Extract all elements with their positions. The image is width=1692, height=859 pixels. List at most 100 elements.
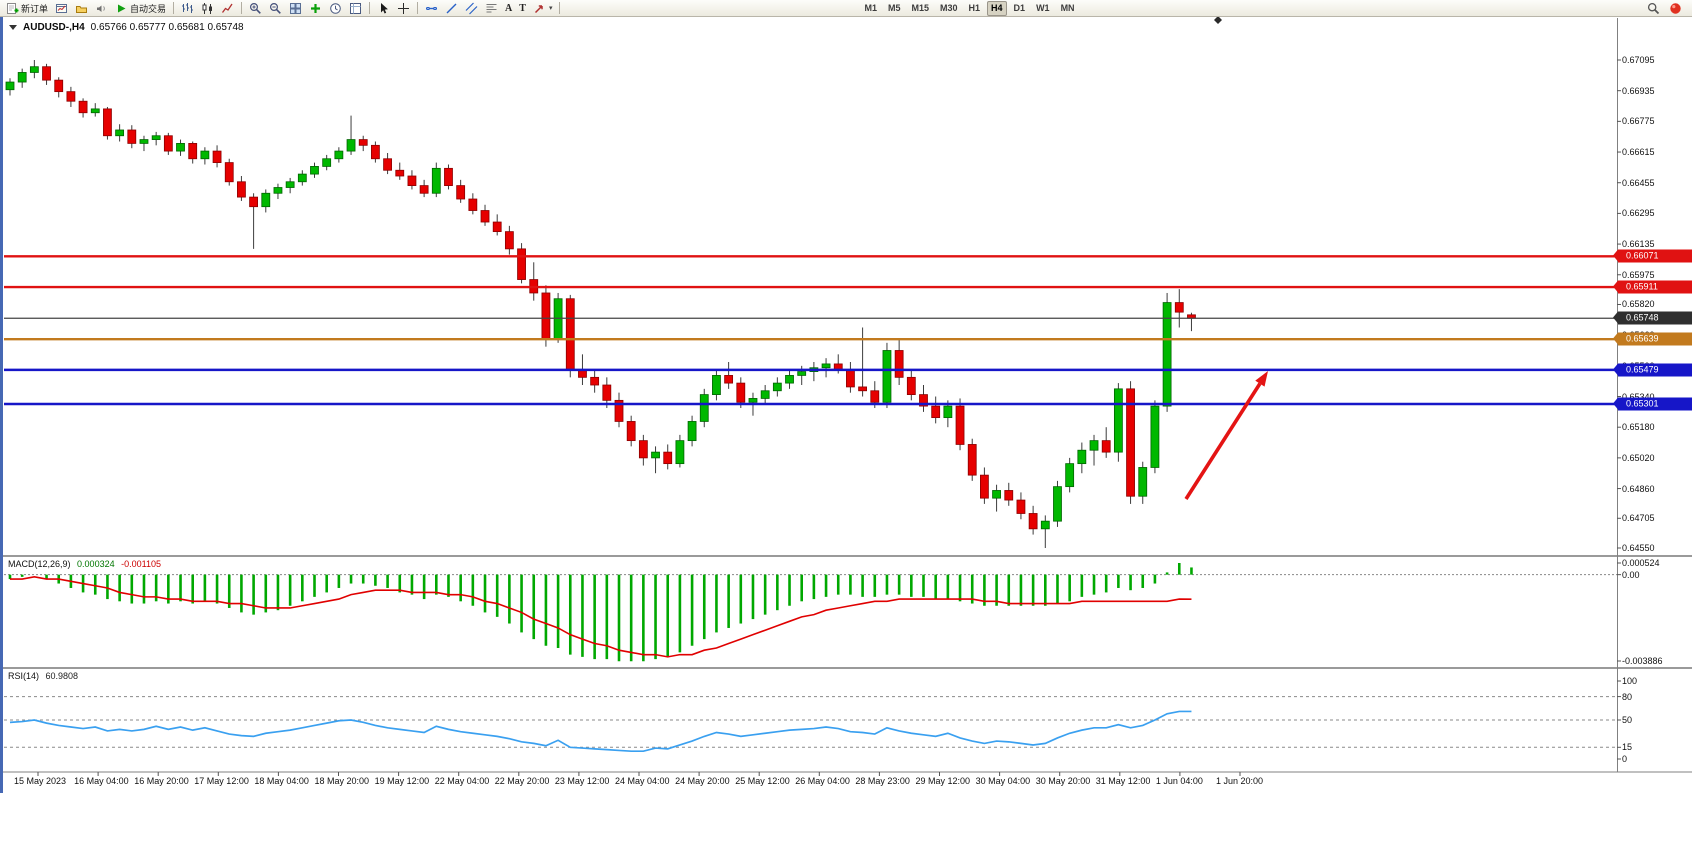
price-axis-label: 0.65820 <box>1622 299 1655 310</box>
price-axis-label: 0.65020 <box>1622 452 1655 463</box>
timeframe-h4[interactable]: H4 <box>987 0 1007 16</box>
window-left-border <box>0 17 3 793</box>
toolbar-group: A T ▾ <box>422 0 555 17</box>
rsi-axis-label: 50 <box>1622 715 1633 725</box>
rsi-label: RSI(14) 60.9808 <box>8 671 78 681</box>
toolbar-separator <box>417 2 419 14</box>
horizontal-line-button[interactable] <box>422 0 441 17</box>
timeframe-group: M1 M5 M15 M30 H1 H4 D1 W1 MN <box>859 0 1079 16</box>
cursor-icon <box>377 2 390 15</box>
search-button[interactable] <box>1644 0 1663 17</box>
price-tag: 0.65748 <box>1613 311 1692 325</box>
rsi-value: 60.9808 <box>45 671 79 681</box>
timeframe-m1[interactable]: M1 <box>864 2 877 13</box>
time-axis[interactable]: 15 May 2023 16 May 04:00 16 May 20:00 17 Ma… <box>0 774 1692 792</box>
time-axis-label: 18 May 20:00 <box>314 776 370 786</box>
macd-name: MACD(12,26,9) <box>8 559 71 569</box>
toolbar-group <box>246 0 365 17</box>
price-axis-label: 0.66455 <box>1622 177 1655 188</box>
time-axis-label: 25 May 12:00 <box>735 776 790 786</box>
timeframe-m15[interactable]: M15 <box>911 2 929 13</box>
text-icon: A <box>505 2 513 14</box>
toolbar-group <box>374 0 413 17</box>
macd-signal-value: -0.001105 <box>121 559 161 569</box>
candles-layer <box>5 60 1196 548</box>
price-axis[interactable]: 0.67095 0.66935 0.66775 0.66615 0.66455 0.662… <box>1613 0 1692 859</box>
price-tag-notch <box>1613 397 1618 410</box>
price-tag: 0.65479 <box>1613 363 1692 377</box>
channel-icon <box>465 2 478 15</box>
alerts-button[interactable] <box>92 0 111 17</box>
time-axis-label: 24 May 04:00 <box>615 776 670 786</box>
line-chart-button[interactable] <box>218 0 237 17</box>
add-indicator-button[interactable] <box>306 0 325 17</box>
fibonacci-icon <box>485 2 498 15</box>
new-order-button[interactable]: 新订单 <box>3 0 51 17</box>
timeframe-h1[interactable]: H1 <box>968 2 981 13</box>
toolbar-separator <box>241 2 243 14</box>
price-tag: 0.66071 <box>1613 249 1692 263</box>
profiles-icon <box>75 2 88 15</box>
symbol-period-label: AUDUSD-,H4 <box>23 22 85 33</box>
toolbar-separator <box>559 2 561 14</box>
price-axis-label: 0.65340 <box>1622 392 1655 402</box>
time-axis-label: 30 May 20:00 <box>1035 776 1091 786</box>
trendline-button[interactable] <box>442 0 461 17</box>
horizontal-line-icon <box>425 2 438 15</box>
price-axis-label: 0.66615 <box>1622 147 1655 158</box>
time-axis-label: 1 Jun 04:00 <box>1155 776 1203 786</box>
zoom-in-button[interactable] <box>246 0 265 17</box>
crosshair-button[interactable] <box>394 0 413 17</box>
zoom-in-icon <box>249 2 262 15</box>
timeframe-w1[interactable]: W1 <box>1036 2 1050 13</box>
text-tool-button[interactable]: A <box>502 0 515 17</box>
profiles-button[interactable] <box>72 0 91 17</box>
price-tag: 0.65911 <box>1613 280 1692 294</box>
rsi-axis-label: 0 <box>1622 754 1628 764</box>
timeframe-m5[interactable]: M5 <box>887 2 901 13</box>
time-axis-label: 17 May 12:00 <box>194 776 249 786</box>
candle-chart-button[interactable] <box>198 0 217 17</box>
rsi-name: RSI(14) <box>8 671 40 681</box>
chart-menu-icon[interactable] <box>9 25 17 30</box>
notification-button[interactable] <box>1666 0 1685 17</box>
toolbar-group <box>178 0 237 17</box>
shift-marker-icon <box>1214 16 1222 24</box>
rsi-axis-label: 100 <box>1622 676 1638 686</box>
cursor-button[interactable] <box>374 0 393 17</box>
price-tag-notch <box>1613 363 1618 376</box>
annotation-arrow[interactable] <box>1184 371 1268 500</box>
channel-button[interactable] <box>462 0 481 17</box>
timeframe-d1[interactable]: D1 <box>1013 2 1026 13</box>
timeframe-mn[interactable]: MN <box>1060 2 1075 13</box>
arrows-tool-button[interactable]: ▾ <box>530 0 556 17</box>
crosshair-icon <box>397 2 410 15</box>
fibonacci-button[interactable] <box>482 0 501 17</box>
timeframe-m30[interactable]: M30 <box>940 2 958 13</box>
search-icon <box>1647 2 1660 15</box>
price-tag-notch <box>1613 332 1618 345</box>
price-axis-label: 0.67095 <box>1622 55 1655 65</box>
auto-trading-button[interactable]: 自动交易 <box>112 0 169 17</box>
chart-window-icon <box>55 2 68 15</box>
price-axis-label: 0.66295 <box>1622 208 1655 219</box>
macd-signal-line <box>10 576 1192 658</box>
tile-windows-button[interactable] <box>286 0 305 17</box>
price-axis-label: 0.64550 <box>1622 543 1655 553</box>
label-tool-button[interactable]: T <box>516 0 529 17</box>
price-axis-label: 0.64705 <box>1622 513 1655 524</box>
time-axis-label: 31 May 12:00 <box>1095 776 1151 786</box>
time-axis-label: 23 May 12:00 <box>554 776 610 786</box>
hlines-layer[interactable] <box>4 255 1617 406</box>
new-order-icon <box>6 2 19 15</box>
price-axis-label: 0.66135 <box>1622 239 1655 250</box>
zoom-out-button[interactable] <box>266 0 285 17</box>
add-indicator-icon <box>309 2 322 15</box>
charts-button[interactable] <box>52 0 71 17</box>
templates-button[interactable] <box>346 0 365 17</box>
ohlc-values: 0.65766 0.65777 0.65681 0.65748 <box>90 22 244 33</box>
period-button[interactable] <box>326 0 345 17</box>
bar-chart-button[interactable] <box>178 0 197 17</box>
macd-label: MACD(12,26,9) 0.000324 -0.001105 <box>8 559 161 569</box>
